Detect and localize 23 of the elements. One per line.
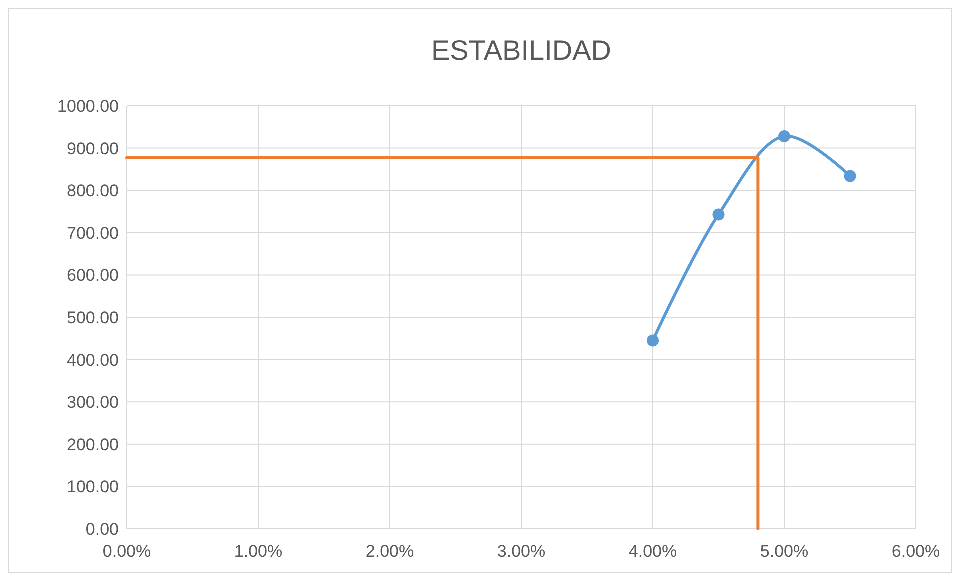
y-tick-label: 1000.00 — [58, 96, 119, 116]
y-tick-label: 600.00 — [67, 266, 119, 286]
x-tick-label: 3.00% — [497, 542, 546, 561]
x-tick-label: 4.00% — [628, 542, 678, 561]
point — [712, 208, 725, 221]
point — [844, 170, 856, 182]
point — [778, 130, 790, 142]
x-tick-label: 5.00% — [760, 542, 809, 561]
y-tick-label: 300.00 — [67, 393, 119, 412]
x-tick-label: 0.00% — [102, 542, 152, 561]
y-tick-label: 700.00 — [67, 224, 119, 243]
y-tick-label: 100.00 — [67, 478, 119, 497]
chart-title: ESTABILIDAD — [432, 35, 612, 66]
y-tick-label: 0.00 — [86, 520, 119, 539]
x-tick-label: 6.00% — [892, 542, 940, 561]
y-tick-label: 200.00 — [67, 435, 119, 454]
y-tick-label: 400.00 — [67, 350, 119, 370]
y-tick-label: 900.00 — [67, 139, 119, 158]
x-tick-label: 1.00% — [234, 542, 283, 561]
y-tick-label: 500.00 — [67, 308, 119, 328]
y-tick-label: 800.00 — [67, 182, 119, 201]
point — [647, 334, 659, 347]
x-tick-label: 2.00% — [366, 542, 414, 561]
